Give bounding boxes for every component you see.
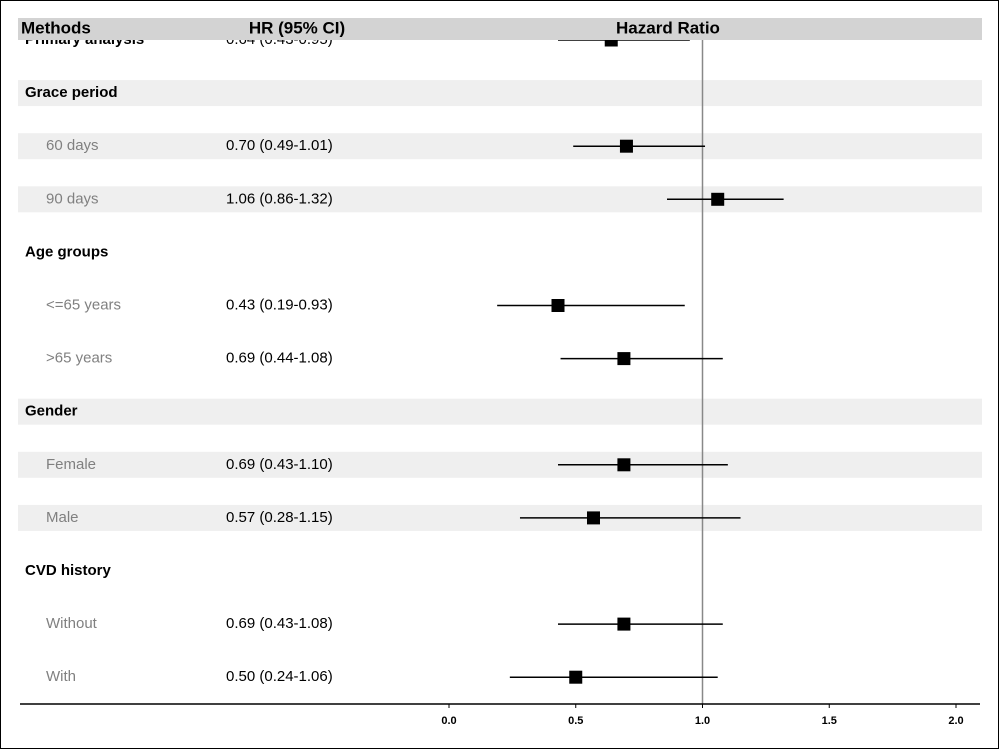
group-label: CVD history bbox=[25, 562, 112, 579]
column-header: HR (95% CI) bbox=[249, 18, 345, 37]
hr-label: 0.69 (0.43-1.10) bbox=[226, 456, 333, 473]
x-tick-label: 0.0 bbox=[441, 715, 456, 727]
row-band bbox=[18, 504, 982, 531]
point-estimate bbox=[619, 139, 633, 153]
item-label: Female bbox=[46, 456, 96, 473]
x-tick-label: 1.0 bbox=[695, 715, 710, 727]
row-band bbox=[18, 133, 982, 160]
header-band bbox=[18, 18, 982, 40]
item-label: >65 years bbox=[46, 350, 112, 367]
x-tick-label: 2.0 bbox=[948, 715, 963, 727]
hr-label: 0.70 (0.49-1.01) bbox=[226, 137, 333, 154]
group-label: Age groups bbox=[25, 243, 108, 260]
x-tick-label: 1.5 bbox=[822, 715, 837, 727]
item-label: Without bbox=[46, 615, 98, 632]
hr-label: 0.57 (0.28-1.15) bbox=[226, 509, 333, 526]
point-estimate bbox=[586, 511, 600, 525]
hr-label: 0.69 (0.44-1.08) bbox=[226, 350, 333, 367]
point-estimate bbox=[617, 458, 631, 472]
x-tick-label: 0.5 bbox=[568, 715, 583, 727]
row-band bbox=[18, 80, 982, 107]
hr-label: 0.50 (0.24-1.06) bbox=[226, 668, 333, 685]
hr-label: 1.06 (0.86-1.32) bbox=[226, 190, 333, 207]
item-label: <=65 years bbox=[46, 296, 121, 313]
column-header: Methods bbox=[21, 18, 91, 37]
column-header: Hazard Ratio bbox=[616, 18, 720, 37]
row-band bbox=[18, 451, 982, 478]
item-label: 60 days bbox=[46, 137, 99, 154]
row-band bbox=[18, 398, 982, 425]
item-label: Male bbox=[46, 509, 79, 526]
point-estimate bbox=[617, 352, 631, 366]
hr-label: 0.43 (0.19-0.93) bbox=[226, 296, 333, 313]
hr-label: 0.69 (0.43-1.08) bbox=[226, 615, 333, 632]
group-label: Gender bbox=[25, 403, 78, 420]
item-label: 90 days bbox=[46, 190, 99, 207]
row-band bbox=[18, 186, 982, 213]
point-estimate bbox=[711, 192, 725, 206]
group-label: Grace period bbox=[25, 84, 118, 101]
point-estimate bbox=[551, 299, 565, 312]
point-estimate bbox=[569, 670, 583, 684]
item-label: With bbox=[46, 668, 76, 685]
point-estimate bbox=[617, 617, 631, 631]
